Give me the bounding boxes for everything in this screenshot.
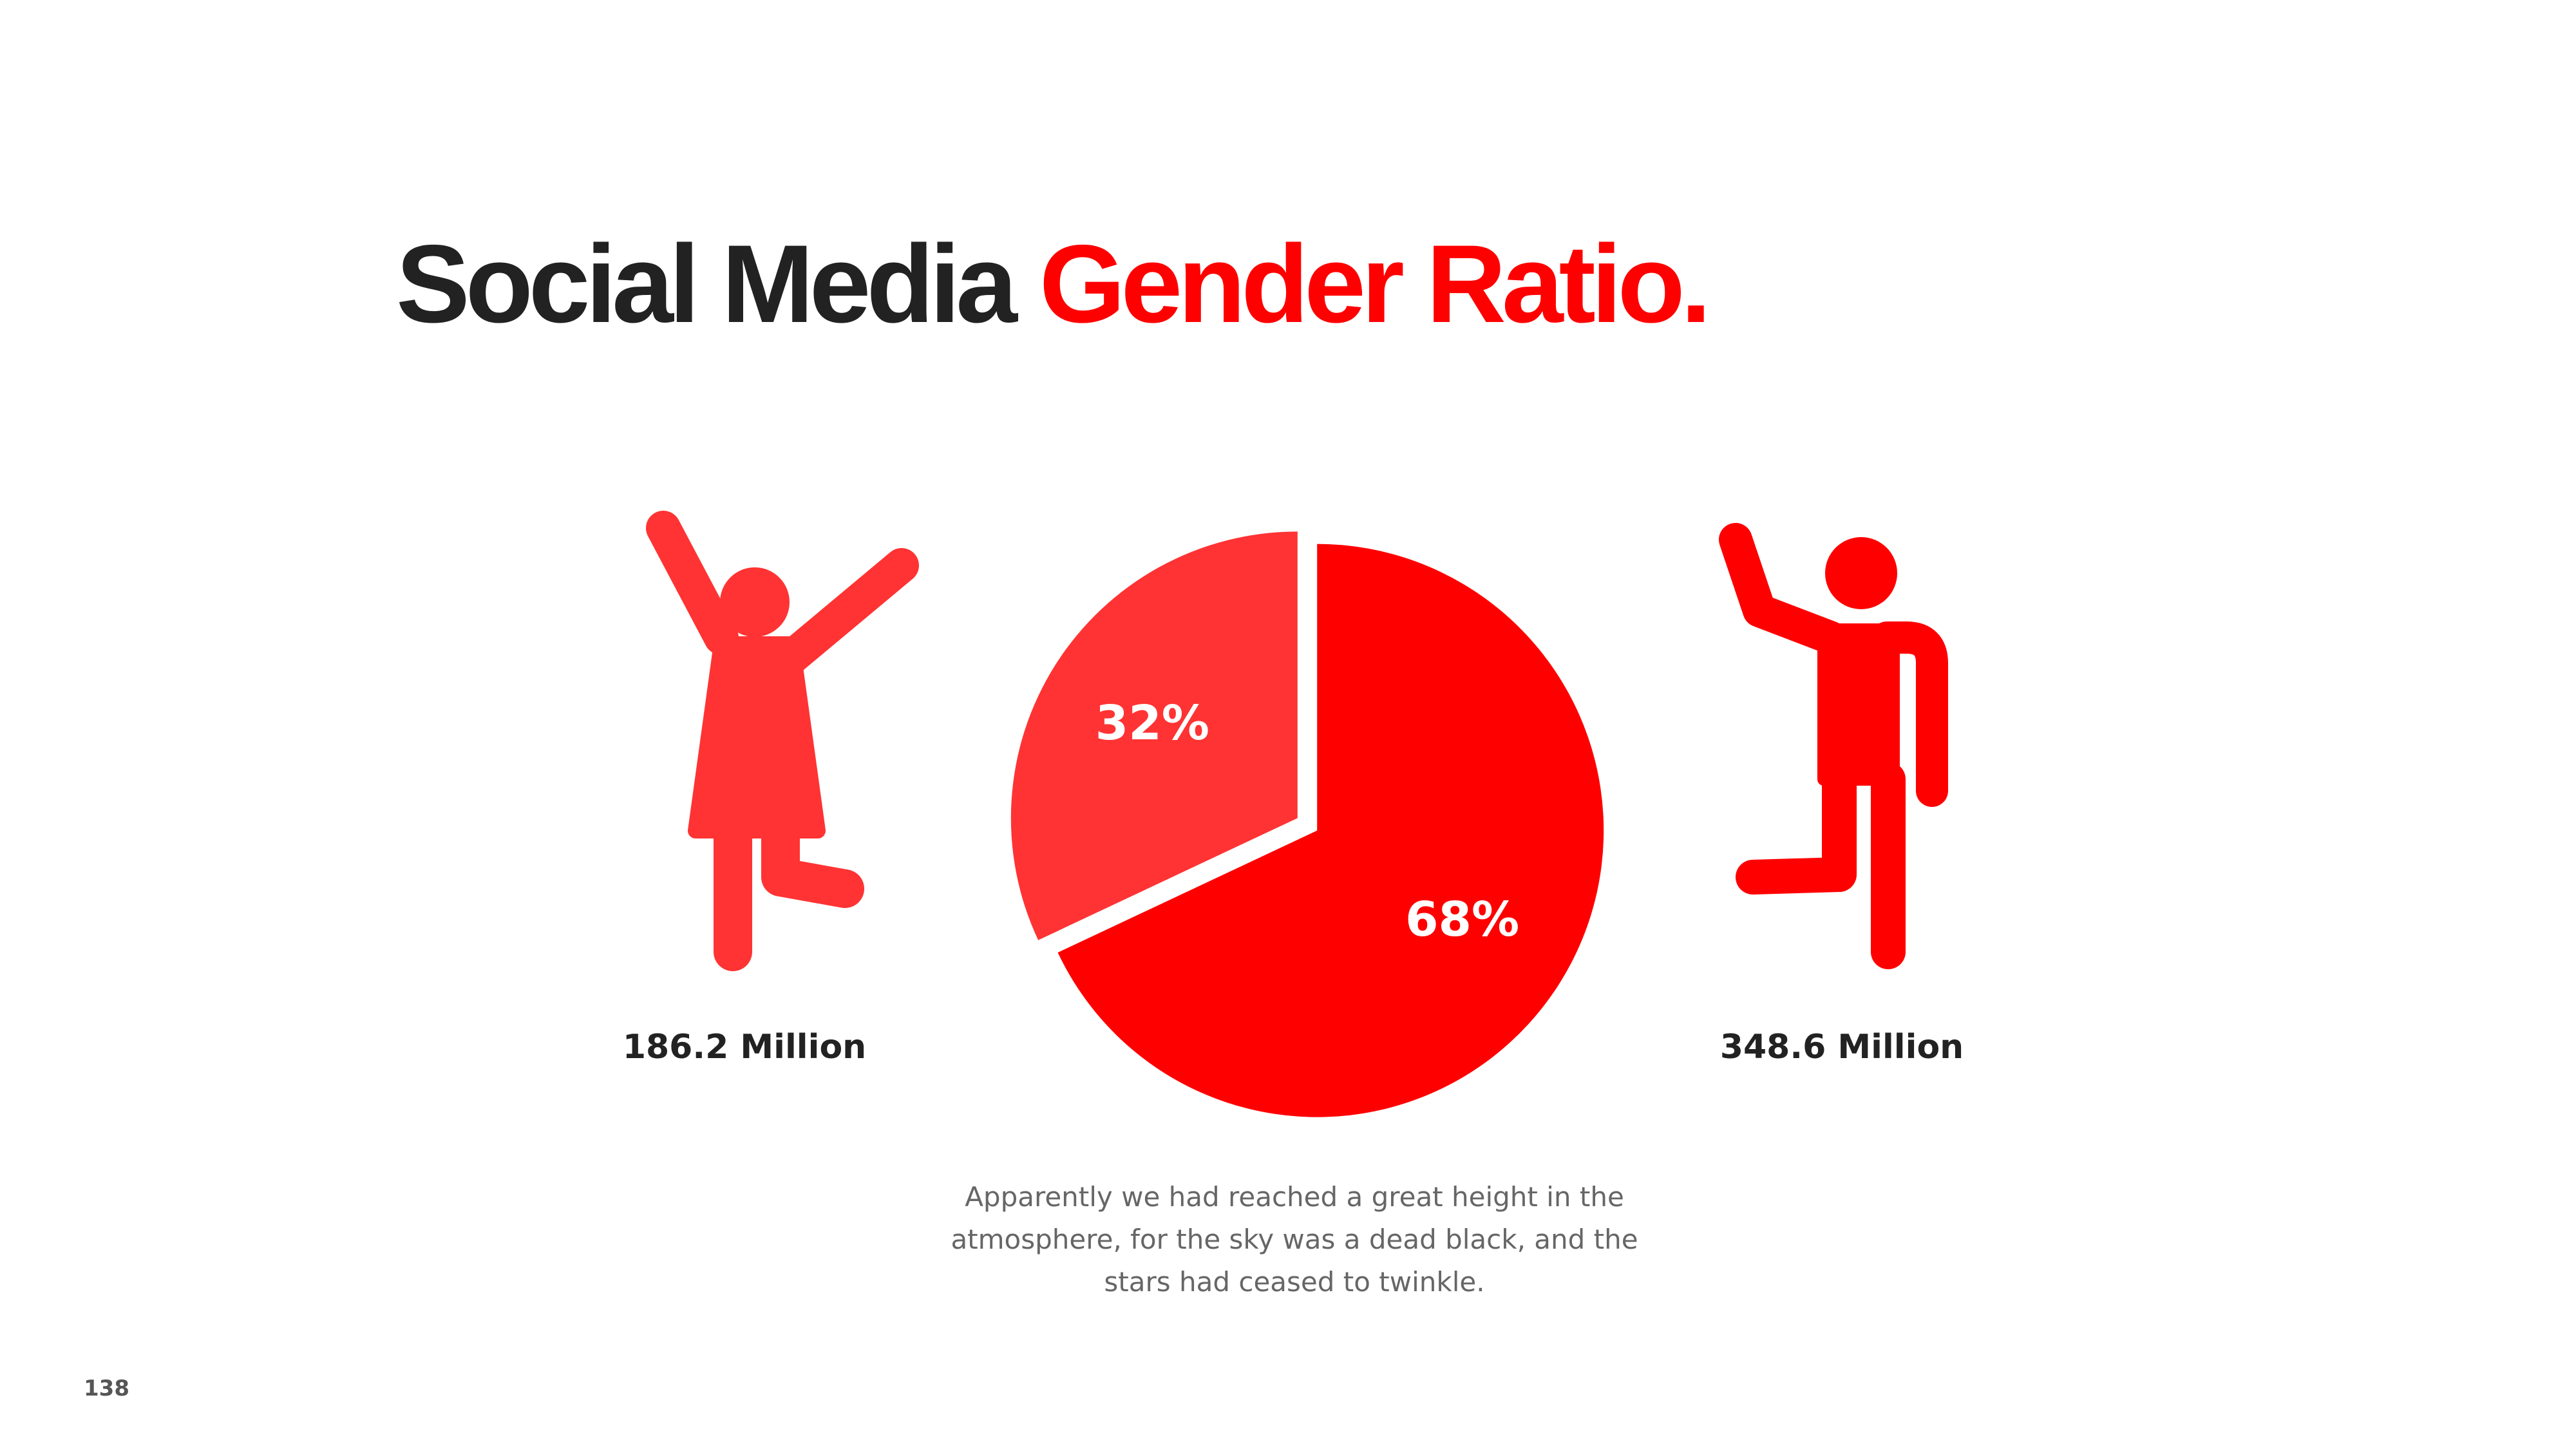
- female-count-label: 186.2 Million: [622, 1028, 867, 1066]
- male-figure-icon: [1719, 523, 1948, 969]
- pie-label-32: 32%: [1095, 696, 1209, 751]
- pie-slice-32: [1010, 531, 1298, 940]
- female-figure-icon: [646, 511, 919, 971]
- title-part-accent: Gender Ratio.: [1039, 222, 1712, 346]
- pie-label-68: 68%: [1405, 892, 1519, 947]
- pie-chart: 68% 32%: [1010, 531, 1604, 1117]
- male-count-label: 348.6 Million: [1719, 1028, 1964, 1066]
- caption-text: Apparently we had reached a great height…: [951, 1181, 1638, 1298]
- title-part-dark: Social Media: [396, 222, 1018, 346]
- page-number: 138: [84, 1376, 129, 1401]
- pie-slice-68: [1057, 544, 1604, 1117]
- slide-title: Social Media Gender Ratio.: [396, 229, 1711, 339]
